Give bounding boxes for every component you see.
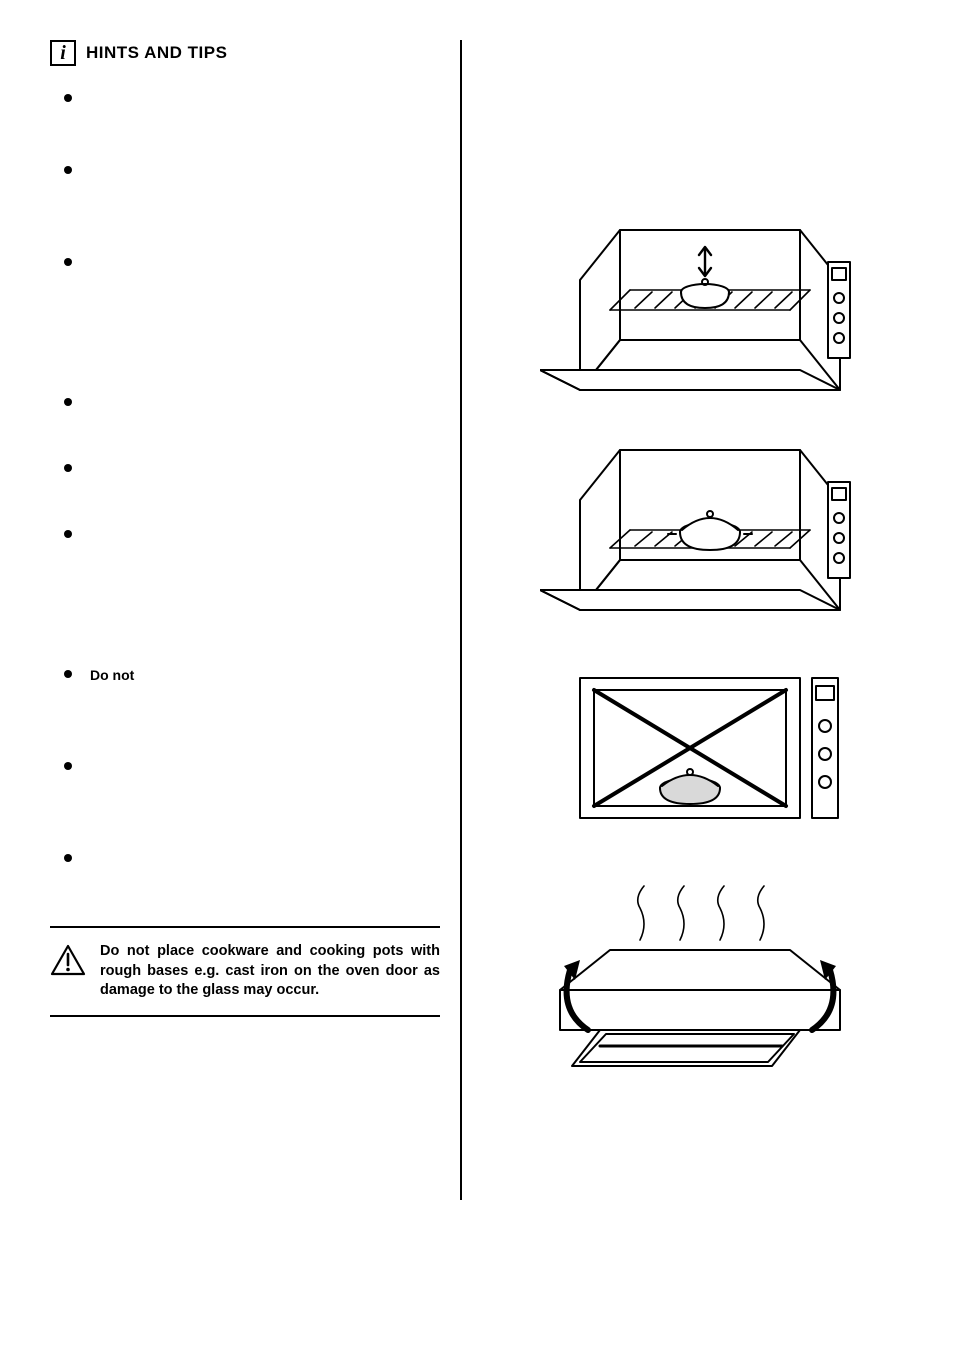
info-icon: i — [50, 40, 76, 66]
tip-item: placeholder tip line two spans about thr… — [62, 162, 450, 234]
tip-item: placeholder tip nine short single line. — [62, 850, 450, 880]
warning-text: Do not place cookware and cooking pots w… — [100, 942, 440, 1001]
tip-item: placeholder tip line three is the longes… — [62, 254, 450, 364]
figure-oven-casserole — [540, 440, 860, 620]
warning-icon — [50, 944, 86, 981]
figure-oven-rack-adjust — [540, 220, 860, 400]
page: i HINTS AND TIPS placeholder tip line on… — [0, 0, 954, 1351]
tips-list: placeholder tip line one spans about two… — [62, 90, 450, 880]
info-glyph: i — [60, 43, 66, 63]
tip-item-do-not: Do not placeholder continues for about t… — [62, 666, 450, 738]
figure-oven-do-not-base — [540, 660, 860, 840]
right-column — [500, 40, 900, 1110]
tip-bold-prefix: Do not — [90, 667, 134, 683]
warning-rule-bottom — [50, 1015, 440, 1017]
left-column: i HINTS AND TIPS placeholder tip line on… — [50, 40, 450, 1017]
tip-item: placeholder tip line one spans about two… — [62, 90, 450, 142]
tip-item: placeholder tip line six spans roughly f… — [62, 526, 450, 636]
column-divider — [460, 40, 462, 1200]
tip-item: placeholder tip line five spans about tw… — [62, 460, 450, 506]
tip-item: placeholder tip line four spans about tw… — [62, 394, 450, 440]
heading-title: HINTS AND TIPS — [86, 43, 227, 63]
warning-block: Do not place cookware and cooking pots w… — [50, 928, 440, 1015]
tip-item: placeholder tip line eight spans about t… — [62, 758, 450, 830]
figure-oven-door-steam — [540, 880, 860, 1070]
heading-row: i HINTS AND TIPS — [50, 40, 450, 66]
